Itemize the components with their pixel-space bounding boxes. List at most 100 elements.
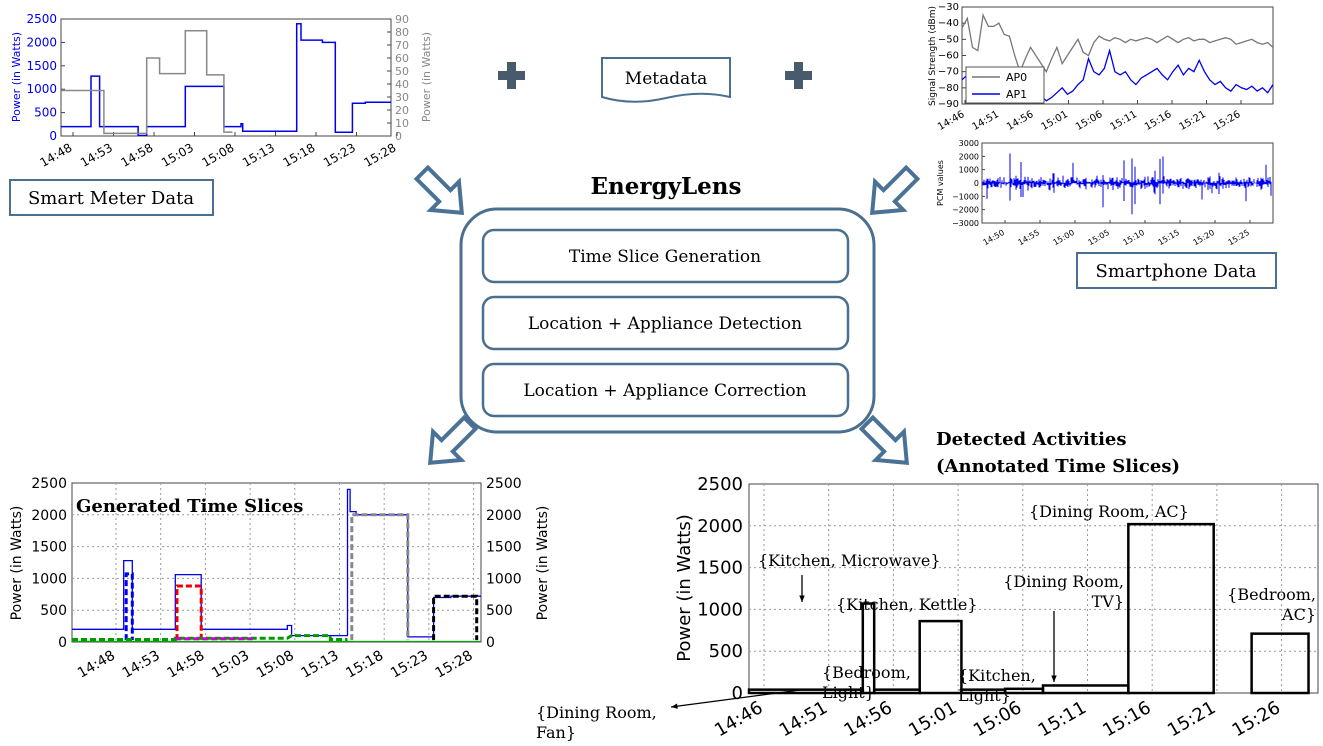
x-tick-label: 14:51 [971, 109, 1001, 133]
x-tick-label: 15:06 [1074, 109, 1104, 133]
activity-annotation: {Dining Room, Fan} [536, 703, 657, 742]
x-tick-label: 14:53 [120, 648, 163, 682]
activity-annotation: {Bedroom, Light} [822, 663, 911, 702]
y-tick-label: −3000 [952, 219, 979, 228]
y2-tick-label: 500 [486, 603, 513, 619]
y-tick-label: −80 [938, 83, 959, 94]
arrow-down-right-icon [858, 414, 910, 466]
x-tick-label: 14:48 [38, 140, 75, 169]
x-tick-label: 15:20 [1192, 228, 1216, 247]
x-tick-label: 15:01 [1040, 109, 1070, 133]
x-tick-label: 15:18 [281, 140, 318, 169]
arrow-down-right-icon [413, 164, 465, 216]
y2-tick-label: 80 [395, 26, 409, 39]
annotation-line: {Kitchen, Microwave} [758, 551, 941, 570]
metadata-label: Metadata [625, 69, 707, 89]
annotation-line: {Kitchen, [958, 666, 1036, 685]
x-tick-label: 14:55 [1017, 228, 1041, 247]
x-tick-label: 15:18 [343, 648, 386, 682]
smartphone-label: Smartphone Data [1095, 261, 1256, 282]
x-tick-label: 15:28 [362, 140, 399, 169]
y-tick-label: −90 [938, 99, 959, 110]
x-tick-label: 15:23 [388, 648, 431, 682]
x-tick-label: 15:03 [209, 648, 252, 682]
smart-meter-label: Smart Meter Data [28, 188, 194, 209]
activity-bar [1127, 522, 1215, 695]
generated-time-slices-chart: 0 0 500 500 1000 1000 1500 1500 2000 2000 2500 2500… [9, 476, 551, 682]
series-line [350, 513, 410, 641]
y-tick-label: 500 [709, 641, 743, 662]
signal-ylabel: Signal Strength (dBm) [928, 6, 938, 106]
x-tick-label: 15:16 [1143, 109, 1173, 133]
x-tick-label: 15:11 [1109, 109, 1139, 133]
generated-time-slices-title: Generated Time Slices [76, 496, 303, 517]
series-line [124, 572, 134, 641]
y-tick-label: −60 [938, 51, 959, 62]
generated-y2label: Power (in Watts) [535, 506, 551, 621]
x-tick-label: 15:16 [1099, 697, 1154, 741]
y2-tick-label: 40 [395, 78, 409, 91]
annotation-line: {Dining Room, [536, 703, 657, 722]
x-tick-label: 14:56 [840, 697, 895, 741]
activity-bar [1250, 632, 1310, 695]
microwave-pointer-arrow-head [799, 595, 805, 602]
series-line [432, 594, 479, 641]
x-tick-label: 15:01 [905, 697, 960, 741]
pcm-waveform [982, 153, 1272, 215]
y-tick-label: 1000 [959, 166, 979, 175]
x-tick-label: 14:56 [1005, 109, 1035, 133]
arrow-down-left-icon [869, 164, 921, 216]
legend-entry: AP1 [1006, 88, 1027, 101]
y2-tick-label: 2500 [486, 476, 522, 492]
x-tick-label: 14:46 [936, 109, 966, 133]
annotation-line: Light} [822, 683, 875, 702]
plus-icon [785, 62, 812, 89]
y-tick-label: 500 [34, 106, 57, 120]
y2-tick-label: 90 [395, 13, 409, 26]
x-tick-label: 15:10 [1122, 228, 1146, 247]
x-tick-label: 15:15 [1157, 228, 1181, 247]
y2-tick-label: 1000 [486, 571, 522, 587]
y-tick-label: −30 [938, 2, 959, 13]
activity-annotation: {Dining Room, TV} [1003, 572, 1124, 611]
series-line [72, 488, 481, 638]
x-tick-label: 15:08 [200, 140, 237, 169]
smart-meter-label-box [9, 179, 214, 216]
detected-ylabel: Power (in Watts) [674, 514, 695, 662]
y-tick-label: 2000 [31, 508, 67, 524]
activity-bar [872, 688, 921, 695]
annotation-line: TV} [1092, 592, 1124, 611]
y2-tick-label: 70 [395, 39, 409, 52]
y-tick-label: 2500 [697, 474, 743, 495]
energylens-title: EnergyLens [591, 173, 742, 200]
module-label: Time Slice Generation [569, 247, 761, 267]
x-tick-label: 15:28 [433, 648, 476, 682]
module-location-appliance-detection [481, 295, 850, 351]
annotation-line: {Kitchen, Kettle} [836, 595, 978, 614]
annotation-line: Light} [958, 686, 1011, 705]
y-tick-label: 2000 [26, 35, 57, 49]
x-tick-label: 15:25 [1227, 228, 1251, 247]
detected-title-line1: Detected Activities [936, 429, 1127, 450]
detected-title-line2: (Annotated Time Slices) [936, 456, 1180, 477]
y-tick-label: −2000 [952, 206, 979, 215]
x-tick-label: 15:21 [1178, 109, 1208, 133]
annotation-line: AC} [1281, 605, 1316, 624]
x-tick-label: 15:00 [1052, 228, 1076, 247]
module-location-appliance-correction [481, 362, 850, 418]
fan-pointer-arrow [670, 689, 801, 708]
x-tick-label: 14:53 [78, 140, 115, 169]
series-line [61, 22, 391, 136]
y2-tick-label: 60 [395, 52, 409, 65]
x-tick-label: 15:05 [1087, 228, 1111, 247]
x-tick-label: 15:23 [321, 140, 358, 169]
y-tick-label: 1000 [31, 571, 67, 587]
activity-bar [1041, 684, 1130, 695]
metadata-document-icon [601, 57, 731, 103]
y2-tick-label: 0 [395, 130, 402, 143]
series-line [72, 634, 348, 641]
y2-tick-label: 10 [395, 117, 409, 130]
